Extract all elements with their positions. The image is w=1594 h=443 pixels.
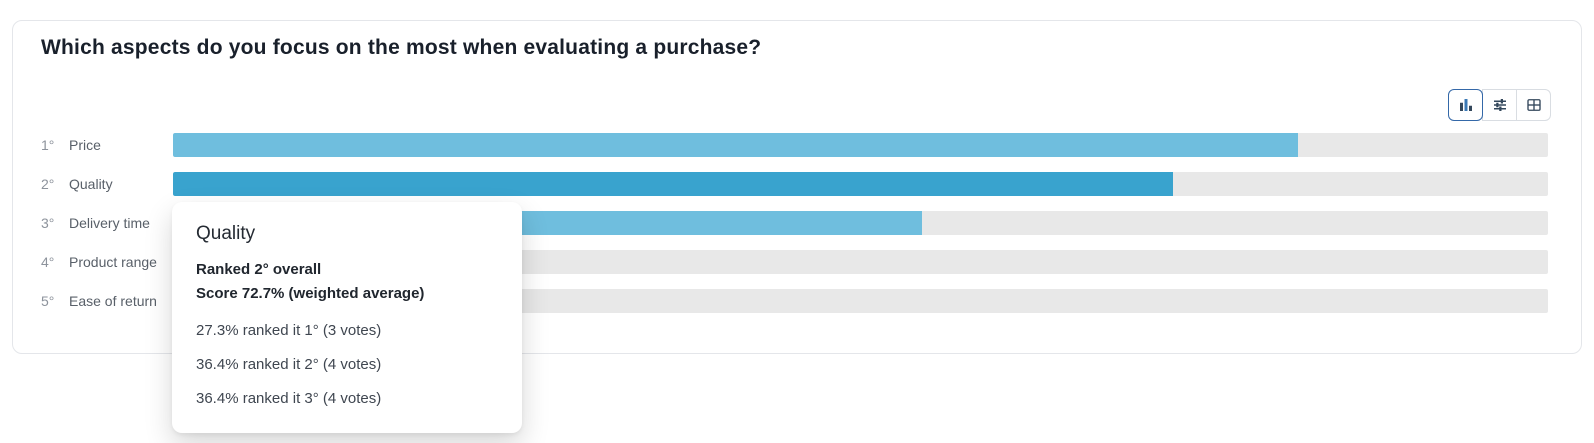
ranking-icon	[1493, 99, 1506, 111]
view-toggle-table[interactable]	[1516, 89, 1551, 121]
tooltip-breakdown-item-1: 27.3% ranked it 1° (3 votes)	[196, 322, 382, 339]
category-label: Price	[69, 137, 101, 153]
tooltip-breakdown-item-2: 36.4% ranked it 2° (4 votes)	[196, 356, 382, 373]
category-label: Delivery time	[69, 215, 150, 231]
view-toggle-group	[1448, 89, 1551, 121]
bar-fill-highlighted	[173, 172, 1173, 196]
table-icon	[1526, 99, 1541, 111]
category-label: Product range	[69, 254, 157, 270]
rank-label: 3°	[41, 215, 55, 231]
bar-track	[173, 172, 1548, 196]
question-title: Which aspects do you focus on the most w…	[41, 36, 762, 59]
tooltip-title: Quality	[196, 223, 256, 244]
rank-label: 2°	[41, 176, 55, 192]
view-toggle-ranking[interactable]	[1482, 89, 1517, 121]
bar-track	[173, 133, 1548, 157]
bar-fill	[173, 133, 1298, 157]
bar-row-price[interactable]: 1° Price	[41, 133, 1548, 157]
view-toggle-column-chart[interactable]	[1448, 89, 1483, 121]
rank-label: 4°	[41, 254, 55, 270]
tooltip-breakdown-item-3: 36.4% ranked it 3° (4 votes)	[196, 390, 382, 407]
rank-label: 1°	[41, 137, 55, 153]
category-label: Ease of return	[69, 293, 157, 309]
column-chart-icon	[1459, 99, 1472, 111]
hover-tooltip: Quality Ranked 2° overall Score 72.7% (w…	[172, 202, 522, 433]
category-label: Quality	[69, 176, 113, 192]
tooltip-score-line: Score 72.7% (weighted average)	[196, 285, 425, 302]
rank-label: 5°	[41, 293, 55, 309]
bar-row-quality[interactable]: 2° Quality	[41, 172, 1548, 196]
tooltip-rank-line: Ranked 2° overall	[196, 261, 322, 278]
